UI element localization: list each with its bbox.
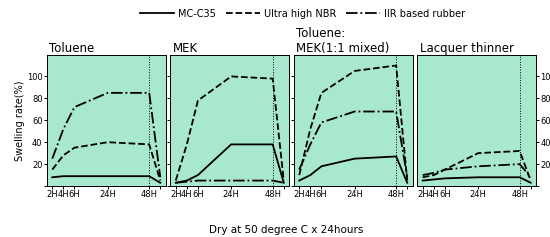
Text: Lacquer thinner: Lacquer thinner bbox=[420, 41, 514, 55]
Text: Toluene: Toluene bbox=[49, 41, 95, 55]
Text: Dry at 50 degree C x 24hours: Dry at 50 degree C x 24hours bbox=[209, 225, 363, 235]
Legend: MC-C35, Ultra high NBR, IIR based rubber: MC-C35, Ultra high NBR, IIR based rubber bbox=[136, 5, 469, 23]
Text: MEK: MEK bbox=[173, 41, 198, 55]
Text: Toluene:
MEK(1:1 mixed): Toluene: MEK(1:1 mixed) bbox=[296, 27, 389, 55]
Y-axis label: Swelling rate(%): Swelling rate(%) bbox=[15, 80, 25, 160]
